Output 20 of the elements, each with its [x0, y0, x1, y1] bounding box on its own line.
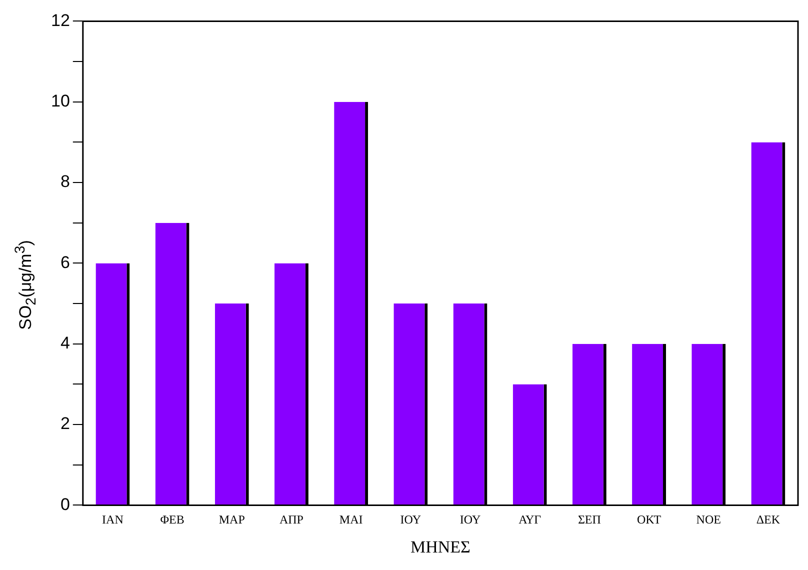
x-tick-label: ΑΠΡ [279, 512, 304, 527]
x-tick-label: ΙΟΥ [460, 512, 481, 527]
x-tick-label: ΣΕΠ [578, 512, 602, 527]
x-tick-label: ΔΕΚ [756, 512, 780, 527]
x-tick-label: ΜΑΙ [339, 512, 363, 527]
x-tick-label: ΦΕΒ [160, 512, 184, 527]
y-tick-label: 8 [60, 172, 70, 192]
y-tick-label: 4 [60, 334, 70, 353]
y-tick-label: 10 [50, 92, 70, 111]
y-tick-label: 12 [50, 10, 70, 30]
x-tick-label: ΟΚΤ [636, 512, 662, 527]
x-tick-label: ΜΑΡ [218, 512, 246, 527]
y-tick-label: 6 [60, 252, 70, 272]
x-axis-title: ΜΗΝΕΣ [410, 537, 471, 556]
y-tick-label: 2 [60, 414, 70, 434]
y-tick-label: 0 [60, 494, 70, 514]
x-tick-label: ΙΟΥ [400, 512, 422, 527]
x-tick-label: ΑΥΓ [518, 512, 542, 527]
x-tick-label: ΙΑΝ [102, 512, 124, 527]
x-tick-label: ΝΟΕ [696, 512, 721, 527]
